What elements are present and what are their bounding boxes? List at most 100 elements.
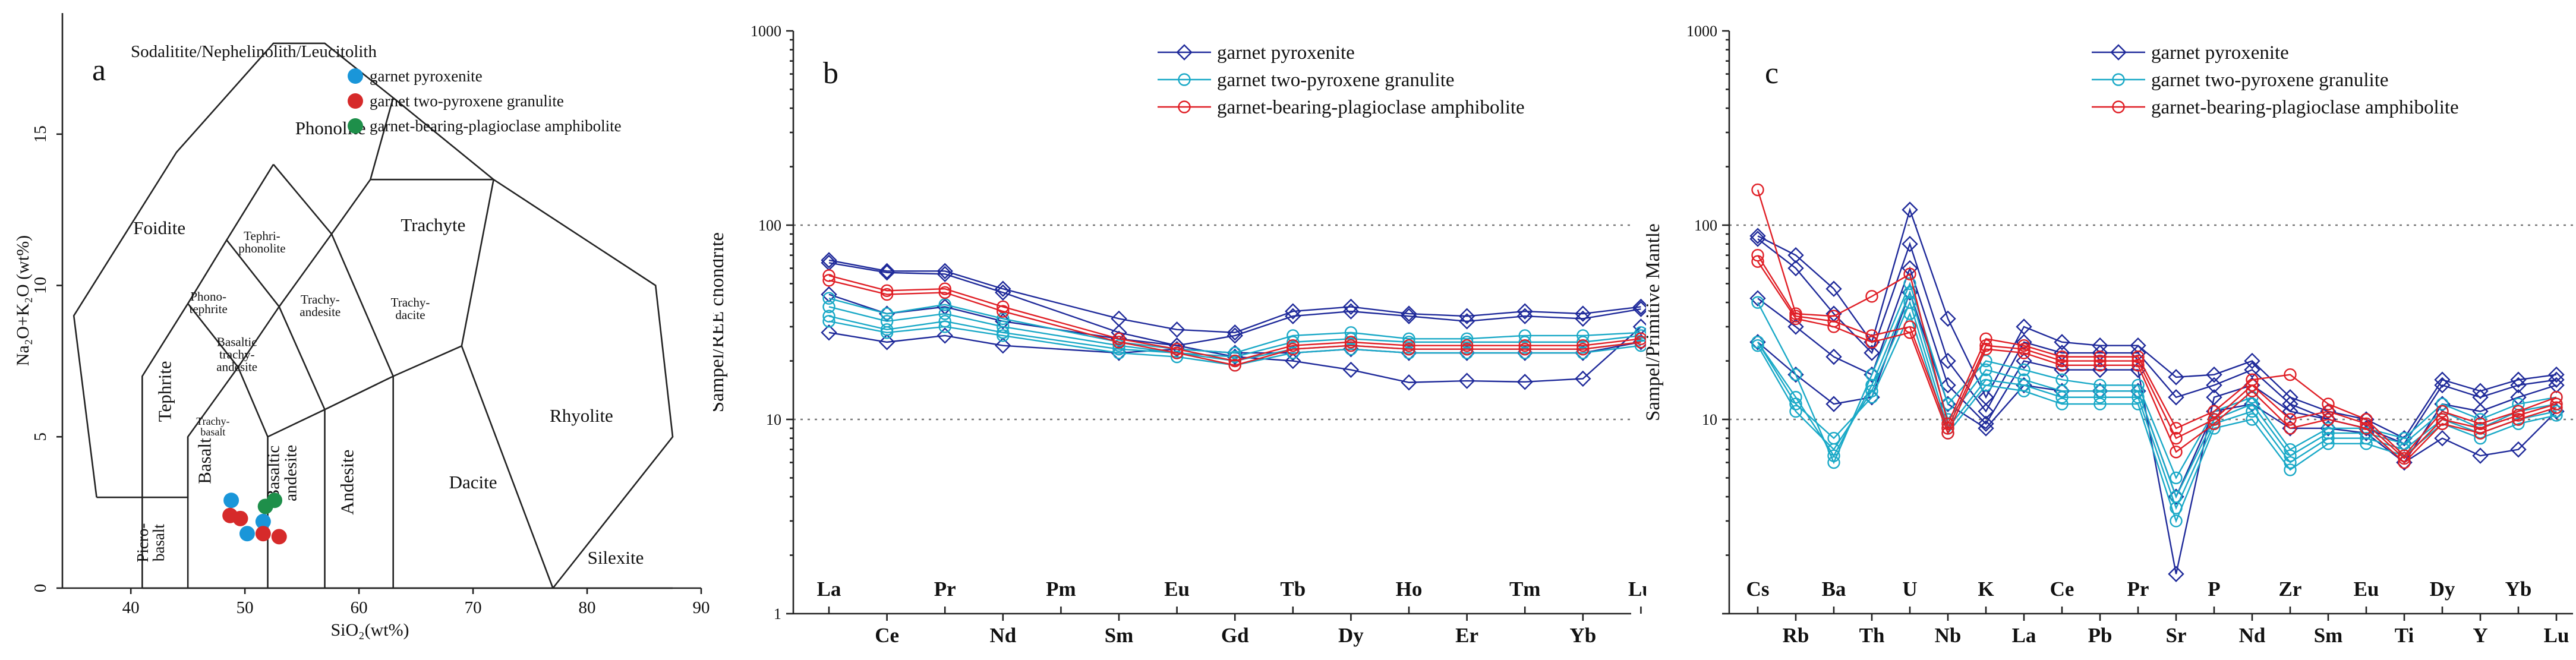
tas-y-tick-label: 5 xyxy=(31,432,50,441)
series-point xyxy=(2436,413,2449,426)
series-point xyxy=(1460,343,1474,356)
series-point xyxy=(2322,405,2335,418)
tas-label-trachybasalt: Trachy-basalt xyxy=(196,415,229,438)
series-point xyxy=(1787,247,1804,264)
series-point xyxy=(1978,415,1994,432)
series-line xyxy=(828,274,1641,362)
x-tick-label: Sm xyxy=(1105,624,1134,647)
series-point xyxy=(2398,451,2411,465)
series-point xyxy=(1865,329,1878,342)
tas-rhyolite-boundary xyxy=(493,179,674,589)
series-point xyxy=(2017,339,2030,352)
series-point xyxy=(2512,413,2525,426)
series-point xyxy=(1287,329,1300,342)
tas-label-dacite: Dacite xyxy=(449,472,497,492)
tas-legend-marker xyxy=(348,68,363,84)
series-point xyxy=(1112,332,1125,346)
tas-point xyxy=(232,510,248,526)
series-point xyxy=(997,305,1010,318)
series-point xyxy=(2055,350,2069,364)
series-point xyxy=(1402,346,1415,359)
series-point xyxy=(1751,255,1764,268)
ree-legend: garnet pyroxenite garnet two-pyroxene gra… xyxy=(1158,42,1525,118)
series-point xyxy=(2510,377,2527,394)
series-point xyxy=(2244,361,2260,378)
series-line xyxy=(1757,190,2557,457)
panel-a-tas-diagram: a Sodalitite/Nephelinolith/Leucitolith P… xyxy=(0,0,713,657)
series-point xyxy=(2017,363,2030,377)
panel-b-ree-diagram: b 1 10 100 1000 Sampel/REE chondrite La Ce Pr Nd… xyxy=(707,0,1654,657)
series-point xyxy=(1402,339,1415,352)
x-tick-label: Ti xyxy=(2395,624,2414,647)
series-point xyxy=(2055,391,2069,404)
series-point xyxy=(1827,431,1840,445)
panel-c-letter: c xyxy=(1765,56,1779,90)
tas-label-foidite: Foidite xyxy=(133,217,185,238)
series-line xyxy=(1757,255,2557,460)
series-point xyxy=(2055,354,2069,368)
tas-x-tick-label: 90 xyxy=(693,598,710,617)
series-point xyxy=(2360,437,2373,450)
series-point xyxy=(2244,352,2260,370)
tas-label-tephrite: Tephrite xyxy=(154,361,175,422)
series-point xyxy=(880,288,894,301)
series-point xyxy=(1577,346,1590,359)
series-point xyxy=(2550,401,2563,414)
series-point xyxy=(1228,359,1241,372)
series-point xyxy=(1285,303,1301,320)
series-point xyxy=(1518,343,1531,356)
series-line xyxy=(828,262,1641,346)
tas-tephriphonolite-lower xyxy=(226,239,280,307)
series-point xyxy=(1978,420,1994,437)
x-tick-label: Y xyxy=(2473,624,2487,647)
series-point xyxy=(1825,396,1842,412)
legend-marker xyxy=(1178,100,1191,113)
x-tick-label: La xyxy=(817,577,841,601)
series-point xyxy=(1751,296,1764,309)
x-tick-label: Yb xyxy=(2505,577,2532,601)
series-point xyxy=(1518,329,1531,342)
series-line xyxy=(828,259,1641,333)
tas-point xyxy=(223,492,239,509)
tas-label-trachyte: Trachyte xyxy=(401,214,465,235)
series-point xyxy=(1577,339,1590,352)
series-point xyxy=(1170,346,1184,359)
legend-label: garnet two-pyroxene granulite xyxy=(1217,70,1455,91)
series-point xyxy=(1516,374,1533,390)
tas-legend-marker xyxy=(348,93,363,109)
legend-label: garnet two-pyroxene granulite xyxy=(2151,70,2389,91)
x-tick-label: Pr xyxy=(2127,577,2149,601)
series-point xyxy=(1979,378,1992,392)
panel-a-title: Sodalitite/Nephelinolith/Leucitolith xyxy=(131,42,377,61)
series-point xyxy=(997,329,1010,342)
series-point xyxy=(2206,366,2222,383)
series-point xyxy=(1864,345,1880,361)
series-point xyxy=(2550,391,2563,404)
legend-marker xyxy=(2112,73,2125,86)
series-point xyxy=(2548,366,2565,383)
series-point xyxy=(2017,346,2030,359)
series-point xyxy=(2360,417,2373,430)
y-tick-label: 1000 xyxy=(1686,23,1717,40)
tas-label-trachyandesite: Trachy-andesite xyxy=(299,292,340,319)
series-point xyxy=(2284,368,2297,381)
series-point xyxy=(2055,359,2069,372)
series-point xyxy=(1749,230,1766,247)
series-line xyxy=(828,298,1641,354)
x-tick-label: Lu xyxy=(1628,577,1646,601)
series-point xyxy=(2016,352,2032,370)
series-point xyxy=(1516,303,1533,320)
series-point xyxy=(1516,308,1533,324)
series-point xyxy=(821,324,837,341)
tas-point xyxy=(255,513,271,529)
series-point xyxy=(1460,332,1474,346)
series-point xyxy=(2093,354,2107,368)
series-point xyxy=(1285,352,1301,370)
series-point xyxy=(2322,437,2335,450)
series-point xyxy=(2512,417,2525,430)
series-line xyxy=(828,320,1641,367)
series-point xyxy=(1577,329,1590,342)
series-point xyxy=(1751,336,1764,349)
series-point xyxy=(822,300,835,314)
